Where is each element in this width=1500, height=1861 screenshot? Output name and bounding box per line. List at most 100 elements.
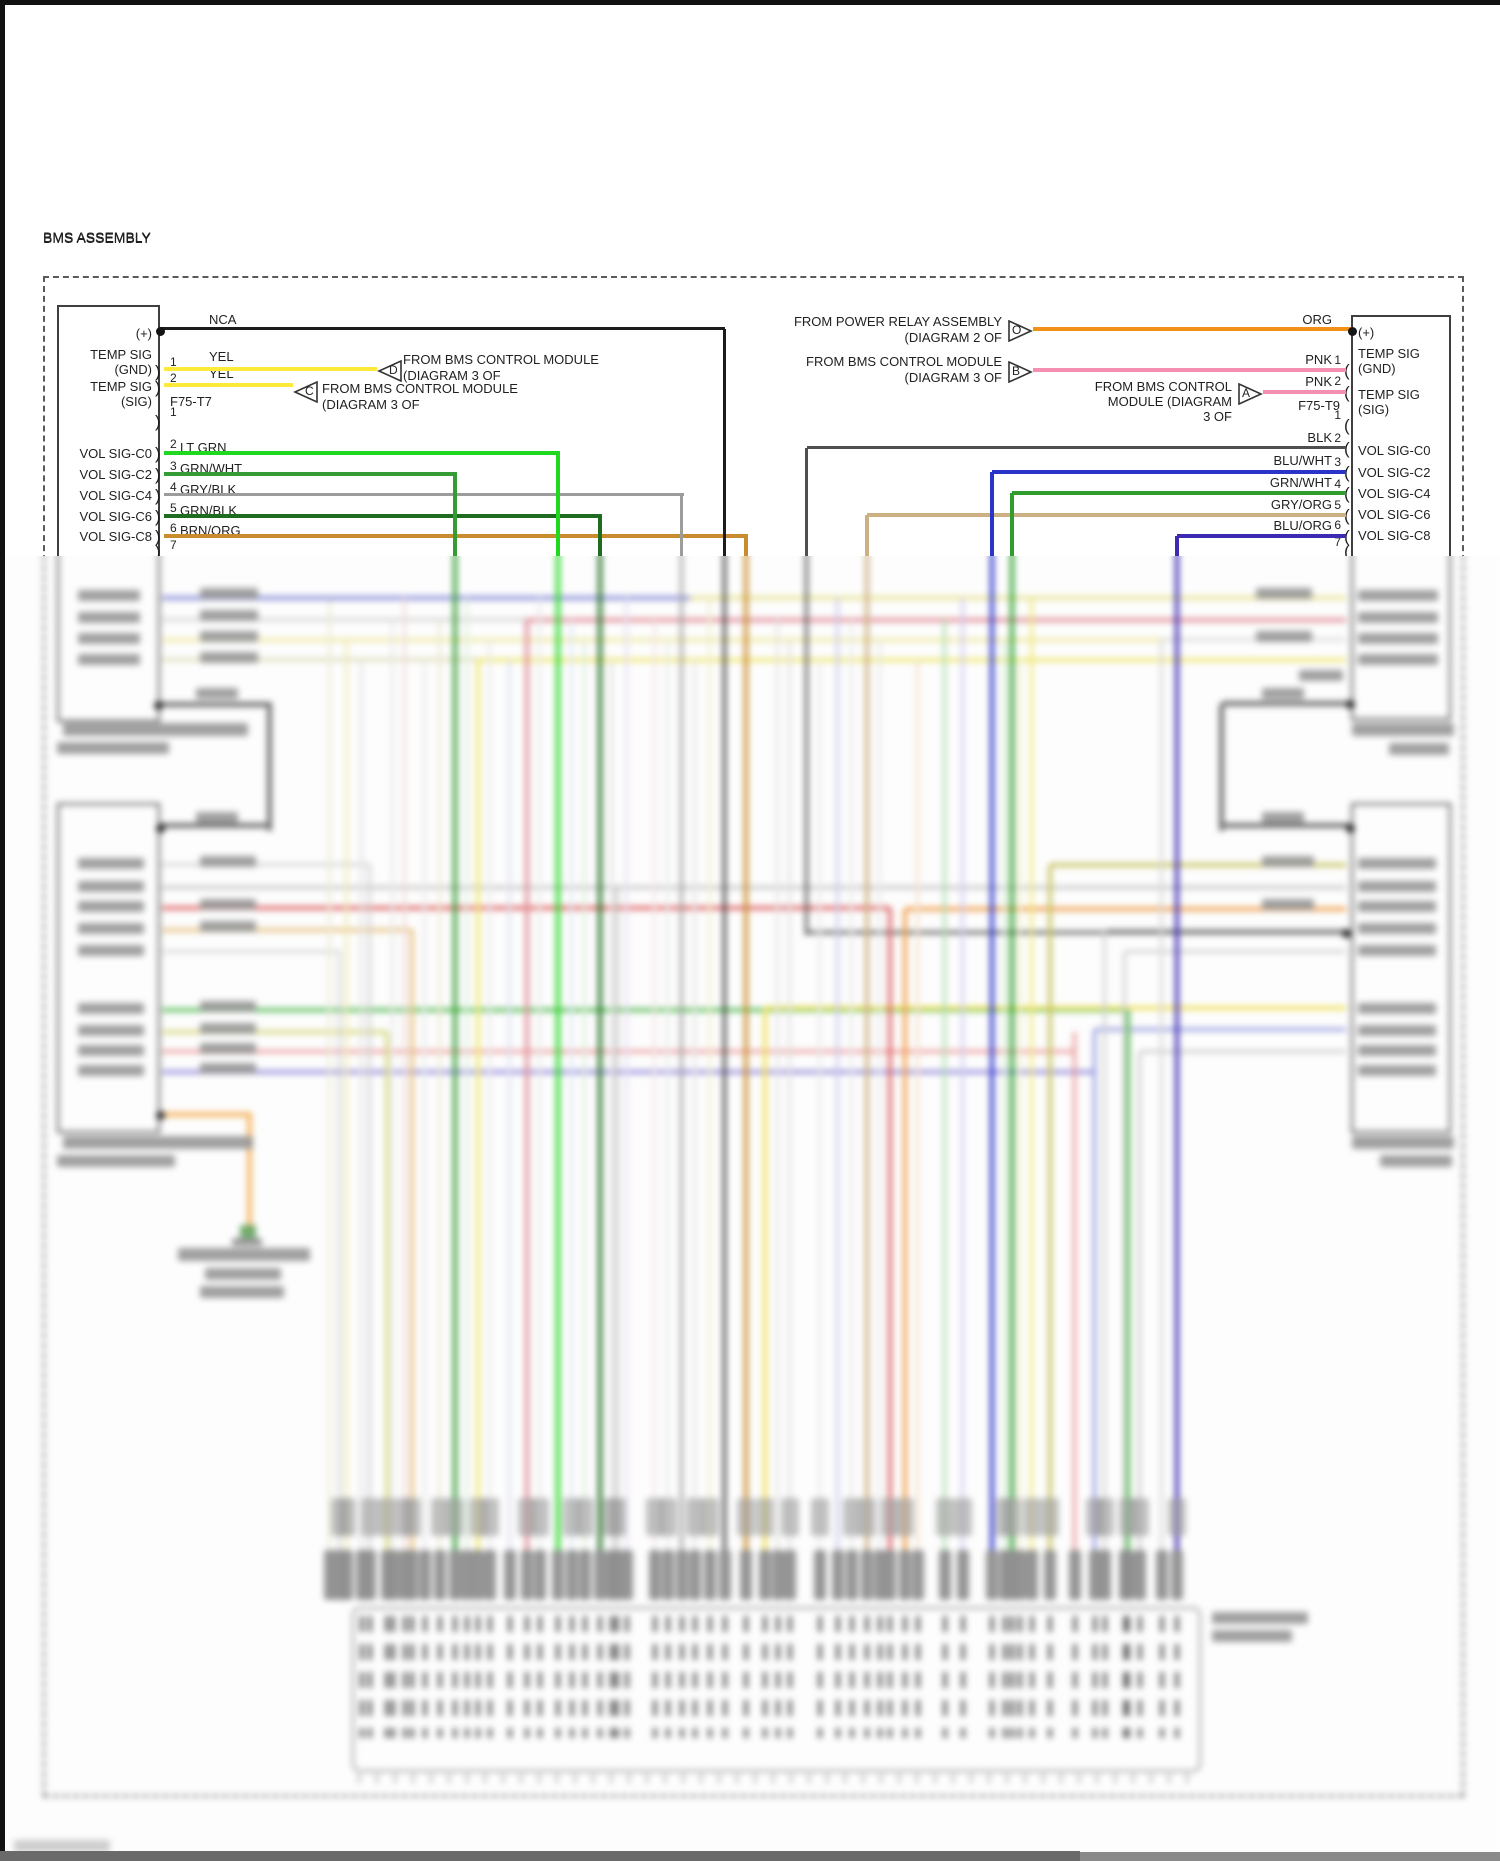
blurred-wire-label [843, 1498, 861, 1536]
pin-column [465, 1644, 469, 1660]
pin-column [818, 1728, 822, 1738]
pin-column [403, 1672, 407, 1688]
pin-column [708, 1700, 712, 1716]
blurred-text [57, 742, 169, 754]
pin-column [488, 1644, 492, 1660]
pin-column [438, 1672, 442, 1688]
terminal-cap [957, 1550, 969, 1600]
blur-wire [162, 863, 370, 866]
blurred-text [1358, 901, 1436, 912]
terminal-cap [406, 1550, 418, 1600]
terminal-cap [662, 1550, 674, 1600]
pin-column [865, 1672, 869, 1688]
pin-column [1093, 1672, 1097, 1688]
pin-column [708, 1672, 712, 1688]
blur-wire [1010, 556, 1014, 1552]
blurred-text [1358, 923, 1436, 934]
pin-column [961, 1728, 965, 1738]
pin-tick [1024, 1774, 1026, 1783]
pin-column [1048, 1644, 1052, 1660]
terminal-cap [846, 1550, 858, 1600]
junction-dot [156, 327, 165, 336]
terminal-cap [324, 1550, 336, 1600]
pin-column [465, 1616, 469, 1632]
pin-tick [916, 1774, 918, 1783]
blurred-wire-label [608, 1498, 626, 1536]
pin-arc: ( [1344, 383, 1350, 402]
blurred-text [200, 1023, 256, 1034]
blur-wire [583, 640, 586, 1552]
pin-column [1018, 1728, 1022, 1738]
terminal-cap [611, 1550, 623, 1600]
pin-column [818, 1700, 822, 1716]
terminal-cap [1026, 1550, 1038, 1600]
blur-wire [1160, 640, 1163, 1552]
pin-column [1010, 1616, 1014, 1632]
blur-wire [162, 596, 690, 600]
wire-segment [160, 327, 725, 330]
blurred-wire-label [756, 1498, 774, 1536]
ref-a-line1: FROM BMS CONTROL [1094, 379, 1232, 394]
pin-column [1010, 1700, 1014, 1716]
terminal-cap [719, 1550, 731, 1600]
ref-triangle-O: O [1007, 319, 1033, 343]
pin-column [850, 1700, 854, 1716]
pin-column [615, 1616, 619, 1632]
pin-tick [538, 1774, 540, 1783]
pin-column [598, 1728, 602, 1738]
blurred-text [1358, 945, 1436, 956]
pin-tick [556, 1774, 558, 1783]
pin-column [990, 1728, 994, 1738]
terminal-cap [772, 1550, 784, 1600]
pin-column [666, 1700, 670, 1716]
pin-column [453, 1644, 457, 1660]
blur-wire [476, 660, 480, 1552]
pin-column [488, 1728, 492, 1738]
pin-column [836, 1616, 840, 1632]
page-border-top [0, 0, 1500, 5]
pin-tick [970, 1774, 972, 1783]
pin-column [1048, 1728, 1052, 1738]
pin-column [836, 1672, 840, 1688]
pin-column [723, 1672, 727, 1688]
blur-wire [990, 556, 994, 1552]
blurred-wire-label [686, 1498, 704, 1536]
pin-column [961, 1644, 965, 1660]
bottom-scrollbar-thumb[interactable] [0, 1851, 1080, 1861]
terminal-cap [504, 1550, 516, 1600]
blur-wire [1219, 704, 1224, 831]
left-connector-id: F75-T7 [170, 394, 212, 409]
blurred-wire-label [576, 1498, 594, 1536]
blur-wire [916, 660, 919, 1552]
terminal-cap [387, 1550, 399, 1600]
blur-wire [345, 640, 348, 1552]
pin-column [1010, 1644, 1014, 1660]
pin-column [916, 1644, 920, 1660]
pin-column [680, 1616, 684, 1632]
pin-column [570, 1672, 574, 1688]
pin-column [438, 1616, 442, 1632]
blur-wire [162, 1050, 1075, 1053]
pin-column [1123, 1672, 1127, 1688]
blur-wire [538, 598, 541, 1552]
pin-column [865, 1700, 869, 1716]
terminal-cap [594, 1550, 606, 1600]
pin-column [1093, 1728, 1097, 1738]
pin-column [1093, 1644, 1097, 1660]
terminal-cap [566, 1550, 578, 1600]
pin-column [610, 1644, 614, 1660]
blurred-text [78, 654, 140, 665]
terminal-cap [912, 1550, 924, 1600]
blur-wire [865, 556, 869, 1552]
blur-wire [162, 658, 478, 661]
terminal-cap [1156, 1550, 1168, 1600]
left-vol-c2: VOL SIG-C2 [79, 467, 152, 482]
pin-column [423, 1616, 427, 1632]
pin-column [508, 1700, 512, 1716]
pin-column [598, 1672, 602, 1688]
pin-column [556, 1728, 560, 1738]
blur-wire [570, 620, 573, 1552]
terminal-cap [899, 1550, 911, 1600]
pin-column [1048, 1672, 1052, 1688]
